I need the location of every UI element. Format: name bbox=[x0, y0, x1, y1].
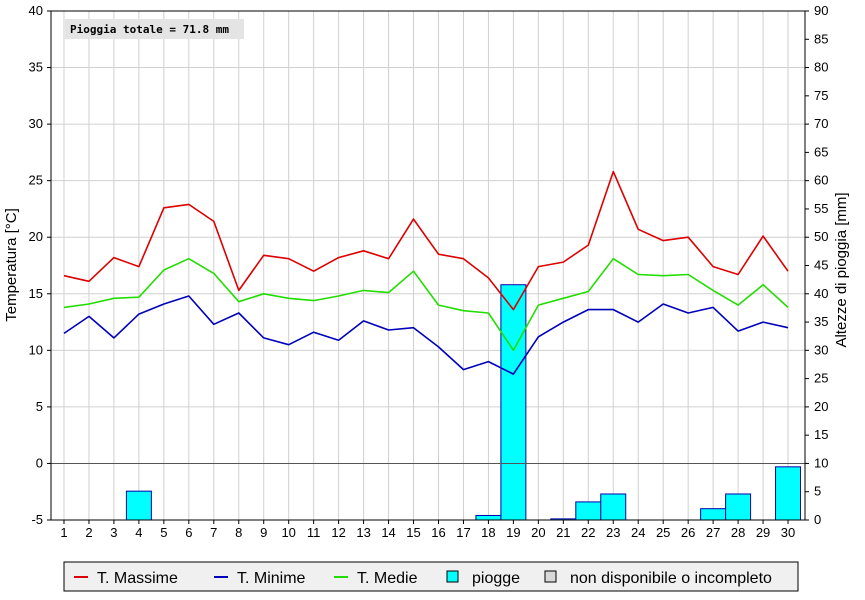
x-tick-label: 23 bbox=[606, 525, 620, 540]
right-tick-label: 70 bbox=[814, 116, 828, 131]
x-tick-label: 27 bbox=[706, 525, 720, 540]
right-tick-label: 75 bbox=[814, 88, 828, 103]
x-tick-label: 10 bbox=[281, 525, 295, 540]
right-tick-label: 55 bbox=[814, 201, 828, 216]
left-tick-label: 35 bbox=[29, 60, 43, 75]
right-tick-label: 5 bbox=[814, 484, 821, 499]
x-tick-label: 5 bbox=[160, 525, 167, 540]
grid bbox=[51, 10, 805, 521]
legend-swatch-box bbox=[544, 570, 557, 583]
x-tick-label: 14 bbox=[381, 525, 395, 540]
legend-box bbox=[63, 561, 799, 592]
rain-bars bbox=[125, 284, 802, 521]
right-tick-label: 85 bbox=[814, 31, 828, 46]
plot-background bbox=[51, 11, 805, 520]
right-tick-label: 15 bbox=[814, 427, 828, 442]
legend-label: non disponibile o incompleto bbox=[570, 570, 772, 587]
x-tick-label: 28 bbox=[731, 525, 745, 540]
left-tick-label: 15 bbox=[29, 286, 43, 301]
x-tick-label: 24 bbox=[631, 525, 645, 540]
x-tick-label: 18 bbox=[481, 525, 495, 540]
rain-bar-day-22 bbox=[575, 501, 602, 521]
right-tick-label: 45 bbox=[814, 258, 828, 273]
rain-bar-day-19 bbox=[500, 284, 527, 521]
left-tick-label: 30 bbox=[29, 116, 43, 131]
rain-bar-day-18 bbox=[475, 514, 502, 521]
x-tick-label: 3 bbox=[110, 525, 117, 540]
right-tick-label: 65 bbox=[814, 144, 828, 159]
right-tick-label: 40 bbox=[814, 286, 828, 301]
x-tick-label: 13 bbox=[356, 525, 370, 540]
temperature-lines bbox=[63, 170, 789, 375]
left-tick-label: 5 bbox=[36, 399, 43, 414]
x-tick-label: 6 bbox=[185, 525, 192, 540]
right-tick-label: 30 bbox=[814, 342, 828, 357]
right-tick-label: 50 bbox=[814, 229, 828, 244]
x-tick-label: 4 bbox=[135, 525, 142, 540]
x-tick-label: 15 bbox=[406, 525, 420, 540]
left-tick-label: -5 bbox=[31, 512, 43, 527]
y-right-axis-title: Altezze di pioggia [mm] bbox=[833, 192, 850, 347]
y-left-axis-title: Temperatura [°C] bbox=[3, 208, 20, 322]
x-tick-label: 11 bbox=[307, 525, 321, 540]
x-tick-label: 12 bbox=[331, 525, 345, 540]
rain-bar-day-23 bbox=[600, 493, 627, 521]
rain-bar-day-4 bbox=[125, 490, 152, 521]
x-tick-label: 19 bbox=[506, 525, 520, 540]
rain-total-annotation: Pioggia totale = 71.8 mm bbox=[70, 23, 229, 36]
legend-label: piogge bbox=[472, 570, 520, 587]
x-tick-label: 8 bbox=[235, 525, 242, 540]
x-tick-label: 30 bbox=[781, 525, 795, 540]
left-tick-label: 25 bbox=[29, 173, 43, 188]
x-tick-label: 21 bbox=[556, 525, 570, 540]
left-tick-label: 40 bbox=[29, 3, 43, 18]
right-tick-label: 10 bbox=[814, 455, 828, 470]
rain-bar-day-27 bbox=[700, 508, 727, 521]
x-tick-label: 16 bbox=[431, 525, 445, 540]
x-tick-label: 17 bbox=[456, 525, 470, 540]
right-tick-label: 35 bbox=[814, 314, 828, 329]
right-tick-label: 0 bbox=[814, 512, 821, 527]
left-tick-label: 20 bbox=[29, 229, 43, 244]
x-tick-label: 25 bbox=[656, 525, 670, 540]
x-tick-label: 7 bbox=[210, 525, 217, 540]
x-tick-label: 9 bbox=[260, 525, 267, 540]
x-tick-label: 26 bbox=[681, 525, 695, 540]
series-line-t-massime bbox=[63, 170, 789, 311]
annotation-box bbox=[65, 19, 244, 39]
left-tick-label: 10 bbox=[29, 342, 43, 357]
left-tick-label: 0 bbox=[36, 455, 43, 470]
x-tick-label: 22 bbox=[581, 525, 595, 540]
legend-label: T. Minime bbox=[237, 570, 306, 587]
rain-bar-day-30 bbox=[775, 466, 802, 521]
right-axis-ticks: 0 5 10 15 20 25 30 35 40 45 50 55 60 65 70 75 80 85 90 bbox=[805, 3, 828, 527]
right-tick-label: 80 bbox=[814, 60, 828, 75]
x-axis-ticks: 1 2 3 4 5 6 7 8 9 10 11 12 13 14 15 16 17 18 19 20 21 22 23 24 2… bbox=[60, 520, 795, 540]
x-tick-label: 20 bbox=[531, 525, 545, 540]
legend: T. Massime T. Minime T. Medie piogge non dis… bbox=[74, 570, 772, 587]
legend-label: T. Medie bbox=[357, 570, 418, 587]
right-tick-label: 25 bbox=[814, 371, 828, 386]
series-line-t-medie bbox=[63, 257, 789, 352]
legend-swatch-box bbox=[446, 570, 459, 583]
x-tick-label: 2 bbox=[85, 525, 92, 540]
series-line-t-minime bbox=[63, 295, 789, 375]
rain-bar-day-28 bbox=[725, 493, 752, 521]
right-tick-label: 20 bbox=[814, 399, 828, 414]
left-axis-ticks: -5 0 5 10 15 20 25 30 35 40 bbox=[29, 3, 51, 527]
right-tick-label: 60 bbox=[814, 173, 828, 188]
x-tick-label: 1 bbox=[60, 525, 67, 540]
x-tick-label: 29 bbox=[756, 525, 770, 540]
right-tick-label: 90 bbox=[814, 3, 828, 18]
legend-label: T. Massime bbox=[97, 570, 178, 587]
